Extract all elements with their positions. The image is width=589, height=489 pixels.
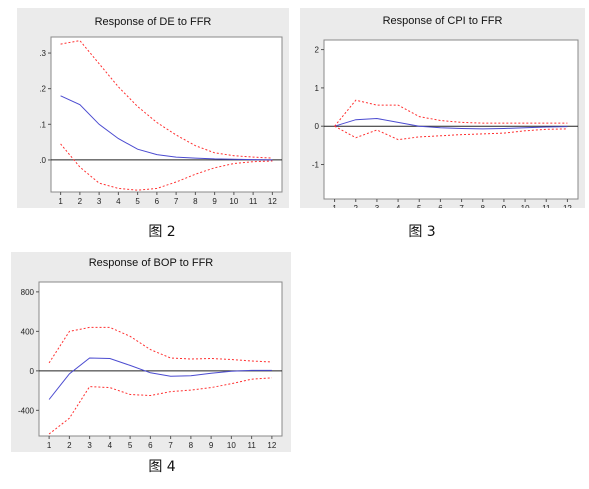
y-tick-label: .2	[39, 85, 46, 94]
y-tick-label: .3	[39, 49, 46, 58]
x-tick-label: 1	[332, 204, 337, 208]
x-tick-label: 5	[128, 441, 133, 450]
series-response	[334, 117, 568, 130]
y-tick-label: -1	[312, 161, 320, 170]
x-tick-label: 5	[417, 204, 422, 208]
x-tick-label: 7	[459, 204, 464, 208]
y-tick-label: .1	[39, 120, 46, 129]
chart-title: Response of CPI to FFR	[383, 15, 503, 27]
x-tick-label: 3	[97, 197, 102, 206]
x-tick-label: 6	[438, 204, 443, 208]
plot-area	[323, 39, 579, 200]
x-tick-label: 9	[212, 197, 217, 206]
series-lower-band	[334, 125, 568, 141]
series-response	[48, 357, 272, 400]
series-response	[60, 95, 273, 161]
x-tick-label: 11	[247, 441, 256, 450]
chart-de-response: Response of DE to FFR.0.1.2.31 2 3 4 5 6 7 8 9 10…	[39, 16, 283, 206]
y-tick-label: 2	[315, 46, 320, 55]
y-tick-label: 800	[21, 288, 35, 297]
x-tick-label: 8	[193, 197, 198, 206]
x-tick-label: 4	[108, 441, 113, 450]
chart-title: Response of BOP to FFR	[89, 257, 214, 269]
plot-area	[50, 36, 283, 193]
y-tick-label: 1	[315, 84, 320, 93]
series-lower-band	[48, 377, 272, 435]
x-tick-label: 12	[267, 441, 276, 450]
x-tick-label: 10	[521, 204, 530, 208]
x-tick-label: 4	[116, 197, 121, 206]
x-tick-label: 8	[189, 441, 194, 450]
x-tick-label: 2	[354, 204, 359, 208]
x-tick-label: 6	[155, 197, 160, 206]
chart-panel-cpi: Response of CPI to FFR210-11234567891011…	[300, 8, 585, 208]
x-tick-label: 7	[174, 197, 179, 206]
x-tick-label: 8	[481, 204, 486, 208]
y-tick-label: 0	[315, 122, 320, 131]
x-tick-label: 4	[396, 204, 401, 208]
x-tick-label: 9	[209, 441, 214, 450]
y-tick-label: 0	[30, 367, 35, 376]
series-upper-band	[60, 40, 273, 159]
x-tick-label: 10	[227, 441, 236, 450]
x-tick-label: 6	[148, 441, 153, 450]
x-tick-label: 2	[78, 197, 83, 206]
chart-panel-bop: Response of BOP to FFR 800 400 0 -400 1 2 3 4 5 6 7…	[11, 252, 291, 452]
y-tick-label: -400	[18, 406, 35, 415]
x-tick-label: 1	[58, 197, 63, 206]
x-tick-label: 12	[268, 197, 277, 206]
x-tick-label: 5	[135, 197, 140, 206]
plot-area	[38, 281, 283, 437]
x-tick-label: 3	[87, 441, 92, 450]
x-tick-label: 11	[542, 204, 551, 208]
x-tick-label: 9	[502, 204, 507, 208]
x-tick-label: 12	[563, 204, 572, 208]
y-tick-label: .0	[39, 156, 46, 165]
chart-panel-de: Response of DE to FFR .0.1.2.3 1 2 3 4 5 6 7 8 9 10…	[17, 8, 289, 208]
series-upper-band	[334, 99, 568, 127]
x-tick-label: 11	[249, 197, 258, 206]
x-tick-label: 1	[47, 441, 52, 450]
x-tick-label: 3	[375, 204, 380, 208]
x-tick-label: 2	[67, 441, 72, 450]
chart-cpi-response: Response of CPI to FFR210-11234567891011…	[312, 15, 579, 208]
caption-figure-3: 图 3	[408, 224, 436, 240]
x-tick-label: 7	[168, 441, 173, 450]
caption-figure-2: 图 2	[148, 224, 176, 240]
y-tick-label: 400	[21, 327, 35, 336]
x-tick-label: 10	[229, 197, 238, 206]
caption-figure-4: 图 4	[148, 459, 176, 475]
chart-title: Response of DE to FFR	[95, 16, 212, 28]
